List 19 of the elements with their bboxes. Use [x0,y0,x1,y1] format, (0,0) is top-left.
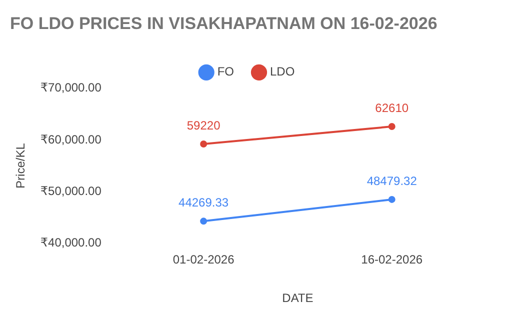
point [388,196,396,203]
data-label: 59220 [186,118,221,132]
legend-label: LDO [270,64,295,79]
x-tick-label: 16-02-2026 [361,252,423,267]
data-label: 62610 [375,100,409,115]
point [200,218,208,225]
data-label: 48479.32 [366,174,418,188]
point [388,123,396,130]
y-tick-label: ₹70,000.00 [40,80,102,95]
y-tick-label: ₹40,000.00 [40,236,102,250]
point [200,140,208,148]
legend-label: FO [217,64,234,79]
x-axis-title: DATE [282,291,314,306]
y-tick-label: ₹60,000.00 [40,132,102,146]
data-label: 44269.33 [178,195,229,210]
y-tick-label: ₹50,000.00 [40,184,102,198]
y-axis-title: Price/KL [14,142,28,188]
x-tick-label: 01-02-2026 [172,252,235,267]
chart-title: FO LDO PRICES IN VISAKHAPATNAM ON 16-02-2026 [10,14,438,33]
